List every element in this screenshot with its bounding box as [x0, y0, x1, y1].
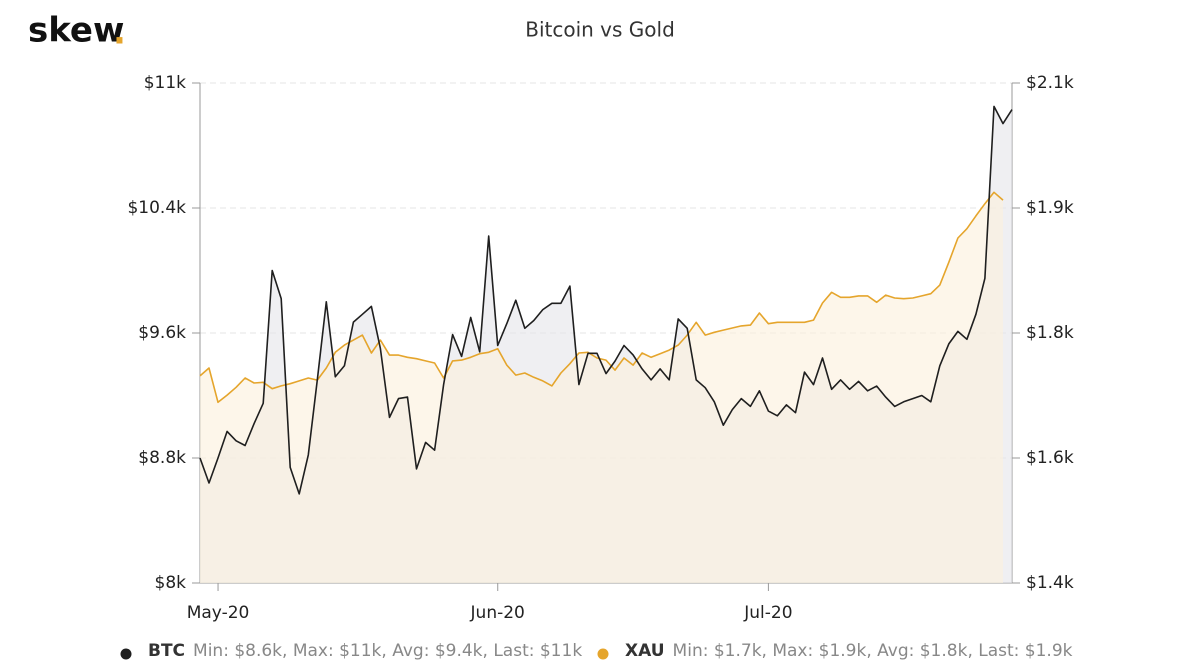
brand-name: skew [28, 11, 124, 51]
legend-marker [120, 648, 132, 660]
y2-tick-label: $1.4k [1026, 573, 1074, 593]
legend-marker [597, 648, 609, 660]
y2-tick-label: $1.6k [1026, 448, 1074, 468]
y-tick-label: $8.8k [138, 448, 186, 468]
x-tick-label: Jul-20 [743, 603, 792, 623]
y-tick-label: $11k [144, 73, 186, 93]
legend-name: XAU [625, 641, 665, 661]
x-tick-label: May-20 [187, 603, 250, 623]
y2-tick-label: $1.9k [1026, 198, 1074, 218]
y2-tick-label: $2.1k [1026, 73, 1074, 93]
y-tick-label: $10.4k [127, 198, 186, 218]
y-tick-label: $9.6k [138, 323, 186, 343]
y2-tick-label: $1.8k [1026, 323, 1074, 343]
series-area [200, 192, 1003, 584]
legend-summary: Min: $8.6k, Max: $11k, Avg: $9.4k, Last:… [193, 641, 582, 661]
y-tick-label: $8k [155, 573, 187, 593]
brand-dot: . [113, 13, 126, 53]
legend-name: BTC [148, 641, 185, 661]
series-line [199, 191, 1004, 404]
series-line [199, 105, 1013, 495]
legend-summary: Min: $1.7k, Max: $1.9k, Avg: $1.8k, Last… [673, 641, 1073, 661]
chart-title: Bitcoin vs Gold [525, 18, 675, 42]
x-tick-label: Jun-20 [470, 603, 525, 623]
